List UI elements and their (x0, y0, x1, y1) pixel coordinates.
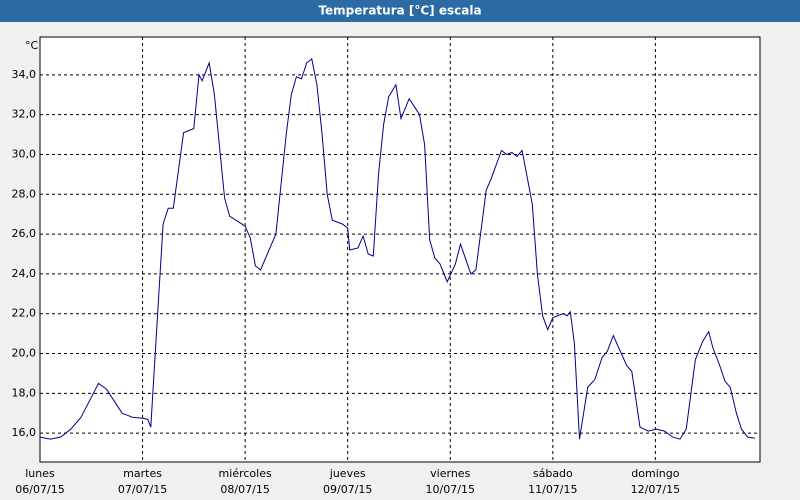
x-tick-date: 08/07/15 (220, 483, 269, 496)
chart-title: Temperatura [°C] escala (318, 4, 481, 18)
x-tick-day: martes (123, 467, 162, 480)
x-tick-day: miércoles (219, 467, 272, 480)
x-tick-day: viernes (430, 467, 470, 480)
x-tick-date: 10/07/15 (426, 483, 475, 496)
x-tick-day: lunes (25, 467, 55, 480)
title-bar (0, 0, 800, 22)
x-tick-date: 07/07/15 (118, 483, 167, 496)
y-tick-label: 24,0 (12, 267, 37, 280)
y-tick-label: 32,0 (12, 108, 37, 121)
x-tick-date: 12/07/15 (631, 483, 680, 496)
x-tick-day: sábado (533, 467, 573, 480)
x-tick-day: domingo (631, 467, 679, 480)
temperature-line (39, 58, 755, 440)
y-tick-label: 30,0 (12, 147, 37, 160)
x-tick-date: 11/07/15 (528, 483, 577, 496)
y-tick-label: 22,0 (12, 307, 37, 320)
x-tick-day: jueves (329, 467, 366, 480)
y-tick-label: 26,0 (12, 227, 37, 240)
y-tick-label: 28,0 (12, 187, 37, 200)
y-axis-label: °C (25, 39, 39, 52)
x-tick-date: 09/07/15 (323, 483, 372, 496)
plot-area (39, 36, 761, 463)
y-tick-label: 16,0 (12, 426, 37, 439)
y-tick-label: 20,0 (12, 347, 37, 360)
y-tick-label: 34,0 (12, 68, 37, 81)
x-tick-date: 06/07/15 (15, 483, 64, 496)
y-tick-label: 18,0 (12, 386, 37, 399)
